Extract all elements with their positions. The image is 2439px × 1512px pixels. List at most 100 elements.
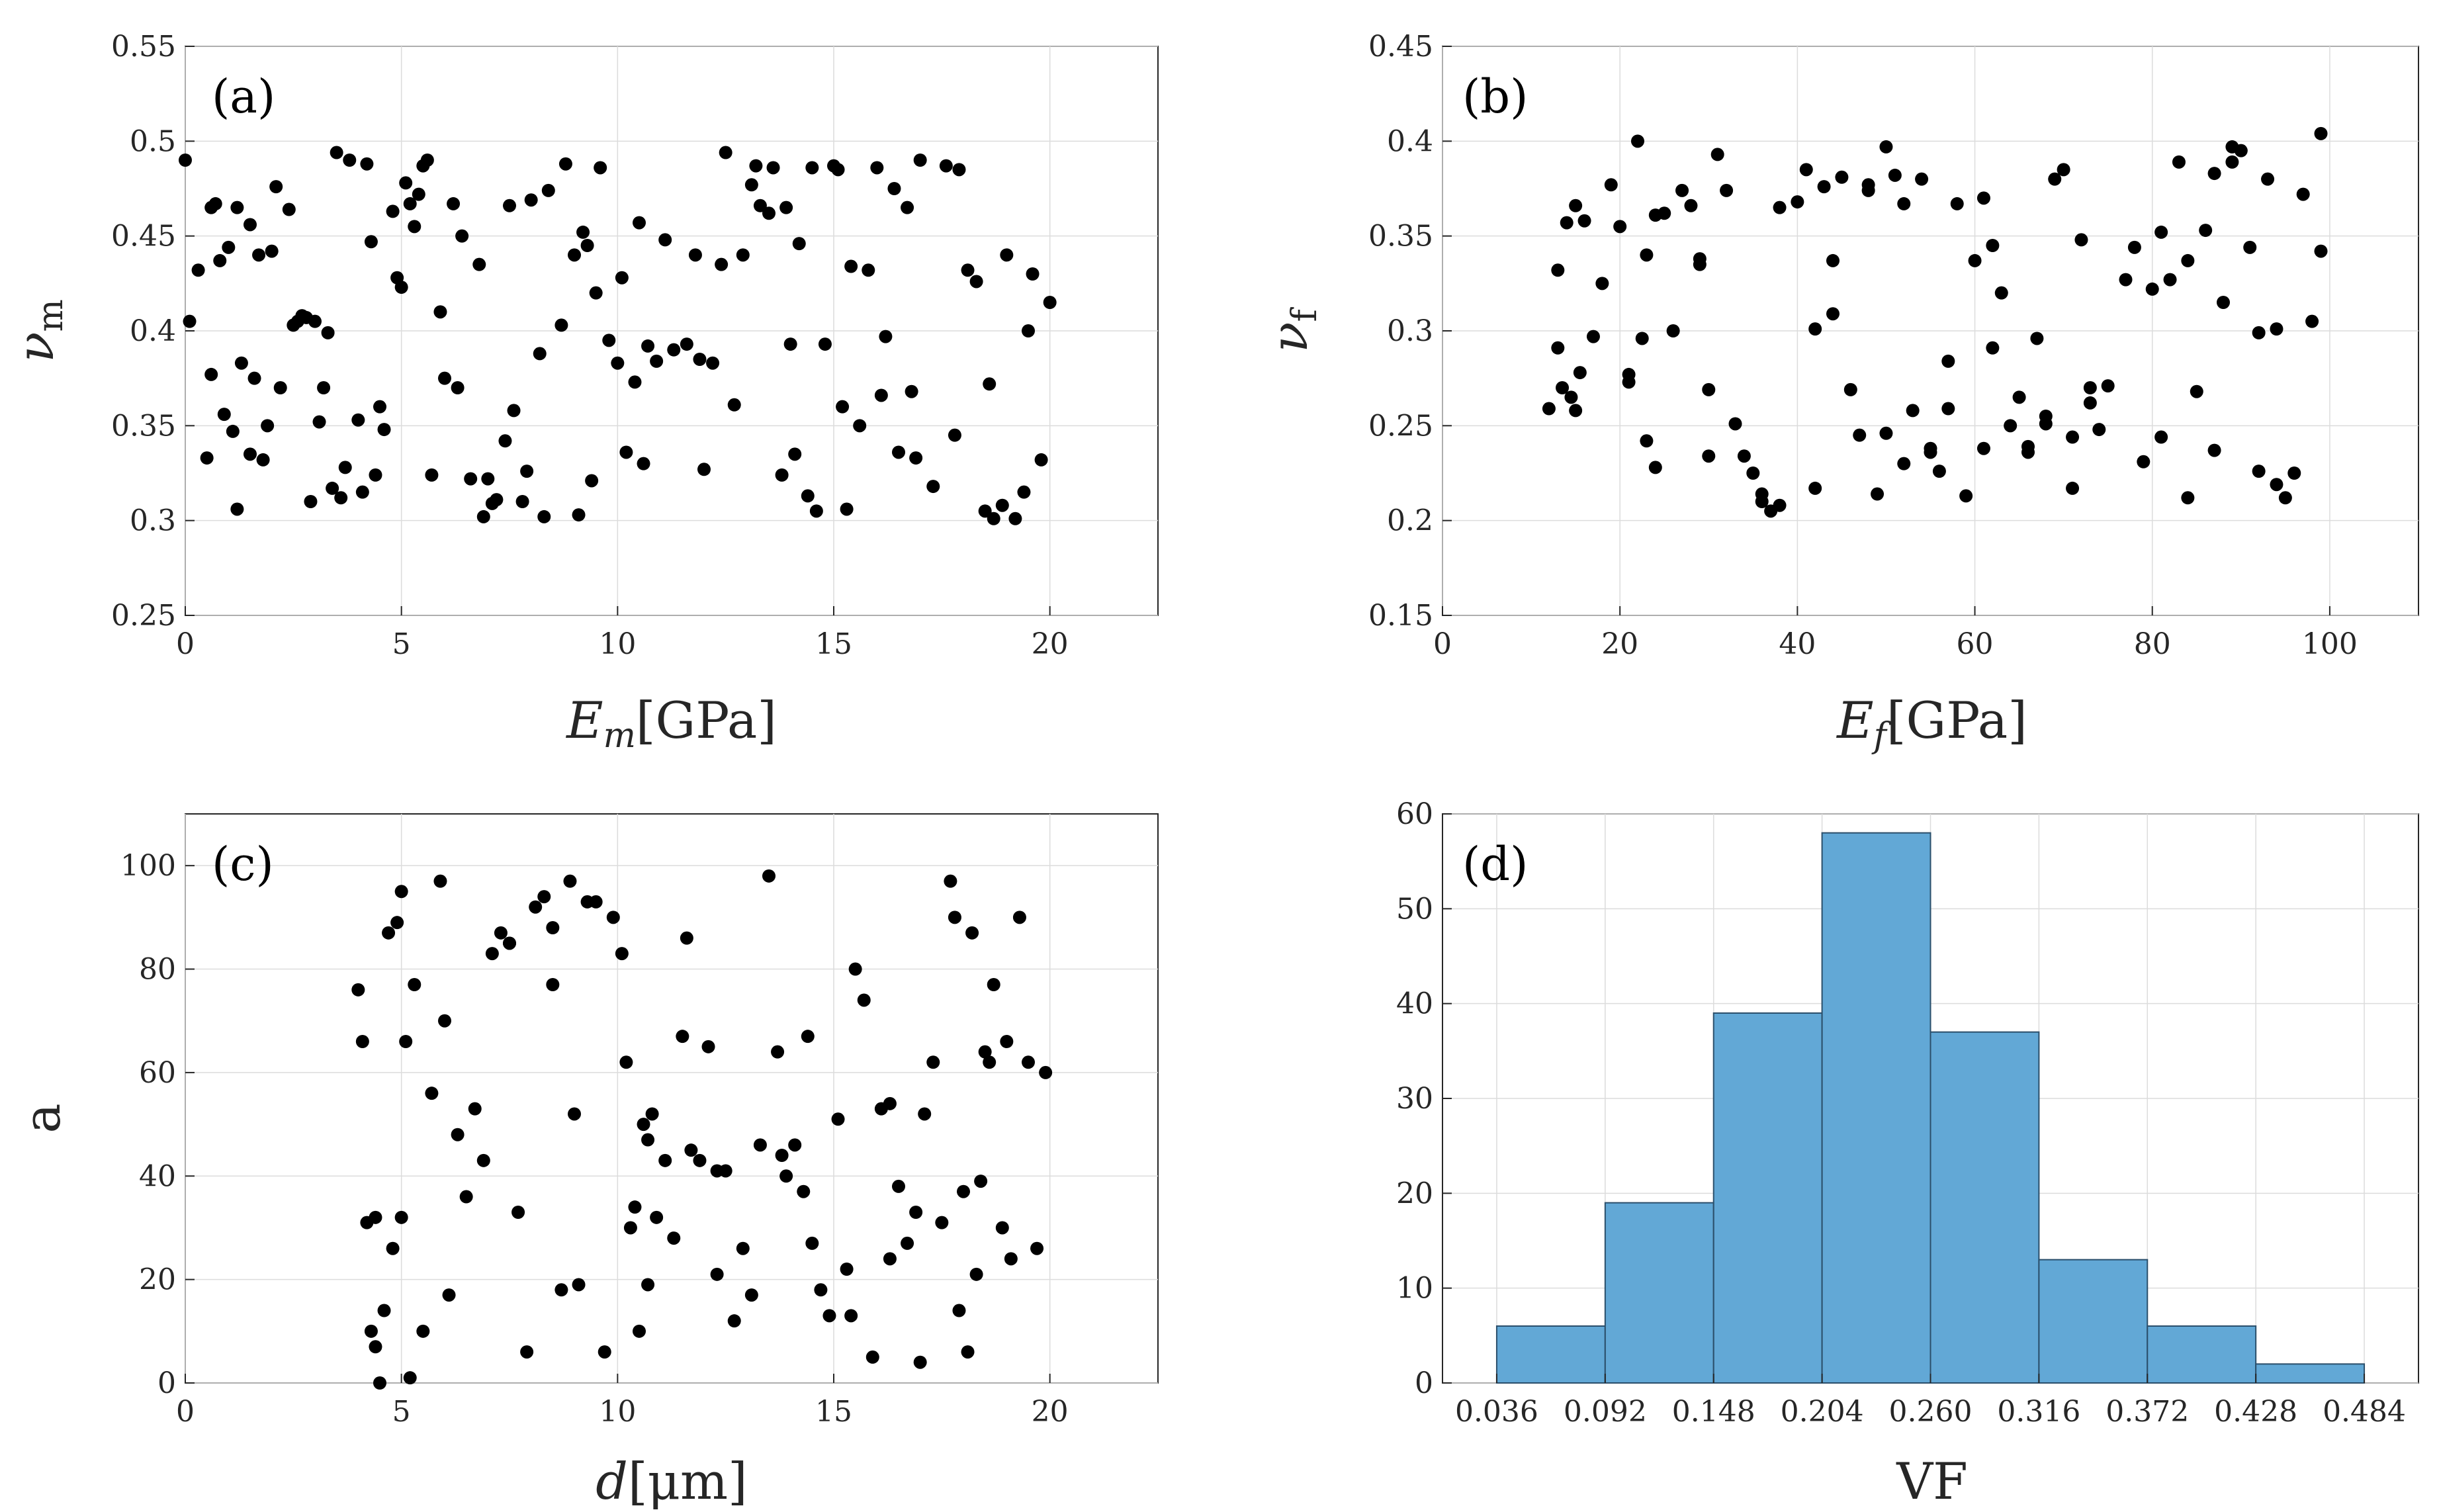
panel-a-point [230, 200, 244, 214]
panel-b-point [1573, 366, 1587, 380]
panel-b-point [2314, 126, 2328, 140]
panel-c-point [390, 916, 404, 930]
panel-a-point [520, 465, 534, 478]
panel-c-xtick-label: 15 [815, 1395, 852, 1429]
panel-c-point [857, 993, 871, 1007]
panel-d-bar [2038, 1259, 2149, 1384]
panel-b-point [2127, 240, 2141, 254]
panel-a-point [697, 463, 711, 476]
panel-b-xtick-label: 80 [2134, 627, 2171, 661]
panel-c-xtick-label: 5 [392, 1395, 411, 1429]
panel-a-point [619, 445, 633, 459]
panel-a-point [408, 220, 421, 234]
panel-c-point [1022, 1055, 1035, 1069]
panel-a-point [476, 510, 490, 523]
panel-a-point [533, 347, 547, 361]
panel-c-point [918, 1107, 932, 1121]
panel-a-point [369, 468, 382, 482]
panel-c-point [944, 874, 957, 888]
panel-c-point [987, 978, 1000, 991]
panel-d-xtick-label: 0.092 [1564, 1395, 1647, 1429]
panel-a-point [524, 193, 538, 207]
panel-a-point [715, 257, 729, 271]
panel-a-point [330, 146, 343, 159]
panel-b-point [2225, 155, 2239, 169]
panel-a-point [537, 510, 551, 523]
panel-a-point [650, 354, 664, 368]
panel-a-point [969, 275, 983, 289]
panel-c-ytick-label: 20 [139, 1263, 176, 1297]
panel-c-point [373, 1376, 386, 1390]
panel-c-point [892, 1179, 905, 1193]
panel-a-point [541, 183, 555, 197]
panel-a-point [788, 447, 802, 461]
panel-c-point [983, 1055, 997, 1069]
panel-b-point [1702, 382, 1716, 396]
panel-a-point [939, 159, 953, 173]
panel-b-point [2270, 478, 2284, 492]
panel-a-point [334, 491, 348, 505]
panel-a-point [394, 281, 408, 294]
panel-d-xtick-label: 0.036 [1455, 1395, 1538, 1429]
panel-b-point [1569, 404, 1583, 418]
panel-a-point [503, 199, 516, 212]
panel-c-point [386, 1241, 400, 1255]
panel-c-point [403, 1371, 417, 1385]
panel-c-point [619, 1055, 633, 1069]
panel-c-point [546, 921, 560, 934]
panel-b-point [1799, 163, 1813, 177]
panel-b-point [2252, 326, 2266, 339]
panel-a-point [987, 511, 1000, 525]
panel-c-point [394, 1210, 408, 1224]
panel-c-point [382, 926, 396, 940]
panel-c-point [451, 1128, 465, 1141]
panel-a-point [364, 235, 378, 249]
panel-c-point [710, 1164, 724, 1178]
panel-c-plot-area [185, 813, 1159, 1384]
panel-c-point [442, 1288, 456, 1302]
panel-c-point [369, 1210, 382, 1224]
panel-b-point [1595, 277, 1609, 290]
panel-a-ylabel-main: ν [6, 332, 65, 363]
panel-a-point [373, 400, 386, 414]
panel-c-point [978, 1045, 992, 1059]
panel-b-point [2296, 187, 2310, 201]
panel-a-point [844, 259, 858, 273]
panel-c-xtick-label: 20 [1032, 1395, 1069, 1429]
panel-c-point [822, 1309, 836, 1323]
panel-a-point [952, 163, 966, 177]
panel-c-point [840, 1263, 854, 1276]
panel-b-xtick-label: 60 [1957, 627, 1994, 661]
panel-c-point [974, 1175, 988, 1188]
panel-b-point [2154, 225, 2168, 239]
panel-a-point [244, 447, 257, 461]
panel-b-point [2207, 167, 2221, 181]
panel-a-point [762, 206, 776, 220]
panel-a-ytick-label: 0.3 [130, 504, 176, 538]
panel-b-point [1613, 220, 1627, 234]
panel-b-point [1684, 199, 1698, 212]
panel-a-point [736, 248, 750, 262]
panel-b-point [1817, 180, 1831, 194]
panel-c-point [568, 1107, 581, 1121]
panel-b-point [1542, 402, 1556, 416]
panel-a-point [304, 495, 318, 508]
panel-a-point [481, 472, 495, 486]
panel-c-point [645, 1107, 659, 1121]
panel-b-point [1710, 148, 1724, 161]
panel-c-point [494, 926, 508, 940]
panel-b-point [1604, 178, 1618, 192]
panel-a-point [818, 337, 832, 351]
panel-a-xlabel-main: E [565, 691, 603, 750]
panel-a-point [693, 353, 707, 366]
panel-b-point [1755, 487, 1769, 501]
panel-c-point [667, 1231, 681, 1245]
panel-b-point [2305, 314, 2319, 328]
panel-b-point [2039, 417, 2053, 431]
panel-a-point [386, 204, 400, 218]
panel-a-point [913, 154, 927, 167]
panel-a-point [602, 334, 616, 347]
panel-a-point [905, 384, 918, 398]
panel-b-point [1728, 417, 1742, 431]
panel-a-xtick-label: 15 [815, 627, 852, 661]
